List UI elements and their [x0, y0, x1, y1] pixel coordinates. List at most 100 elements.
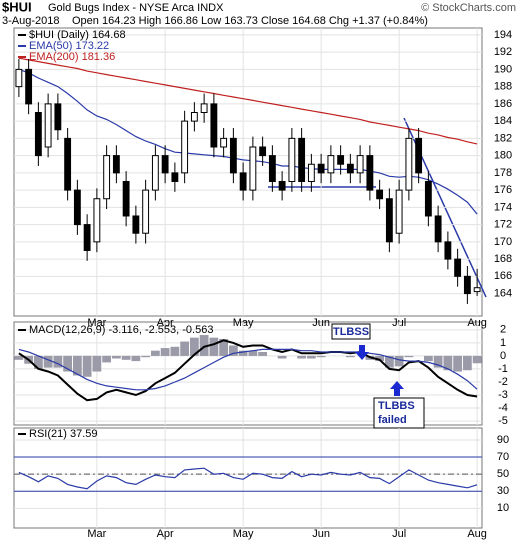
histogram-bar: [443, 355, 453, 371]
histogram-bar: [33, 355, 43, 369]
histogram-bar: [423, 355, 433, 362]
candle-body: [395, 189, 403, 234]
candle-body: [54, 103, 62, 131]
histogram-bar: [248, 350, 258, 356]
legend-label: EMA(200) 181.36: [29, 51, 115, 63]
candle-body: [473, 287, 481, 293]
histogram-bar: [102, 355, 112, 363]
y-tick-label: 178: [494, 167, 512, 179]
chart-title: Gold Bugs Index - NYSE Arca INDX: [48, 2, 224, 14]
x-tick-label: Mar: [87, 528, 106, 540]
histogram-bar: [82, 355, 92, 377]
histogram-bar: [150, 350, 160, 356]
candle-body: [200, 103, 208, 114]
candle-body: [444, 241, 452, 260]
legend-label: EMA(50) 173.22: [29, 40, 109, 52]
y-tick-label: -5: [498, 415, 508, 427]
y-tick-label: -3: [498, 389, 508, 401]
histogram-bar: [63, 355, 73, 372]
histogram-bar: [306, 355, 316, 359]
histogram-bar: [228, 345, 238, 356]
y-tick-label: 30: [497, 485, 509, 497]
histogram-bar: [453, 355, 463, 372]
candle-body: [34, 112, 42, 157]
candle-body: [376, 189, 384, 200]
y-tick-label: 0: [500, 350, 506, 362]
x-tick-label: Apr: [157, 528, 174, 540]
histogram-bar: [43, 355, 53, 368]
price-panel: [13, 27, 483, 317]
candle-body: [73, 189, 81, 226]
histogram-bar: [160, 348, 170, 356]
ema-line: [18, 57, 478, 145]
candle-body: [415, 137, 423, 174]
rsi-line: [18, 467, 478, 490]
histogram-bar: [53, 355, 63, 368]
histogram-bar: [472, 355, 482, 364]
histogram-bar: [277, 355, 287, 359]
candle-body: [190, 112, 198, 122]
y-tick-label: 172: [494, 219, 512, 231]
histogram-bar: [141, 355, 151, 358]
histogram-bar: [209, 337, 219, 356]
histogram-bar: [394, 355, 404, 367]
histogram-bar: [258, 351, 268, 356]
histogram-bar: [219, 338, 229, 356]
histogram-bar: [199, 335, 209, 356]
candle-body: [132, 215, 140, 234]
histogram-bar: [170, 346, 180, 356]
candle-body: [239, 172, 247, 191]
candle-body: [181, 120, 189, 174]
histogram-bar: [189, 337, 199, 356]
candle-body: [268, 155, 276, 182]
y-tick-label: 184: [494, 115, 512, 127]
date: 3-Aug-2018: [2, 15, 60, 27]
histogram-bar: [433, 355, 443, 368]
macd-line: [18, 348, 478, 391]
y-tick-label: 186: [494, 98, 512, 110]
x-tick-label: May: [233, 528, 254, 540]
annotation-arrow: [355, 345, 369, 360]
candle-body: [15, 68, 23, 88]
histogram-bar: [92, 355, 102, 372]
candle-body: [346, 163, 354, 174]
y-tick-label: 50: [497, 468, 509, 480]
candle-body: [210, 103, 218, 148]
y-tick-label: 192: [494, 46, 512, 58]
y-tick-label: 90: [497, 434, 509, 446]
y-tick-label: 190: [494, 63, 512, 75]
y-tick-label: -2: [498, 376, 508, 388]
y-tick-label: -4: [498, 402, 508, 414]
candle-body: [454, 258, 462, 277]
y-tick-label: -1: [498, 363, 508, 375]
candle-body: [93, 198, 101, 243]
macd-panel: [13, 321, 483, 426]
y-tick-label: 170: [494, 236, 512, 248]
annotation: TLBSS: [333, 326, 369, 338]
y-tick-label: 10: [497, 502, 509, 514]
candle-body: [171, 172, 179, 182]
histogram-bar: [180, 341, 190, 356]
y-tick-label: 164: [494, 287, 512, 299]
y-tick-label: 180: [494, 150, 512, 162]
candle-body: [356, 155, 364, 174]
candle-body: [327, 155, 335, 174]
candle-body: [122, 180, 130, 217]
candle-body: [298, 137, 306, 182]
histogram-bar: [316, 355, 326, 358]
candle-body: [317, 163, 325, 174]
candle-body: [151, 155, 159, 191]
y-tick-label: 70: [497, 451, 509, 463]
rsi-panel: [13, 427, 483, 529]
legend-label: RSI(21) 37.59: [29, 428, 97, 440]
candle-body: [337, 155, 345, 165]
histogram-bar: [297, 355, 307, 359]
x-tick-label: Aug: [467, 528, 487, 540]
histogram-bar: [375, 355, 385, 362]
candle-body: [259, 146, 267, 157]
candle-body: [424, 180, 432, 217]
candle-body: [385, 198, 393, 243]
candle-body: [366, 155, 374, 191]
ema-line: [18, 68, 478, 215]
histogram-bar: [121, 355, 131, 360]
